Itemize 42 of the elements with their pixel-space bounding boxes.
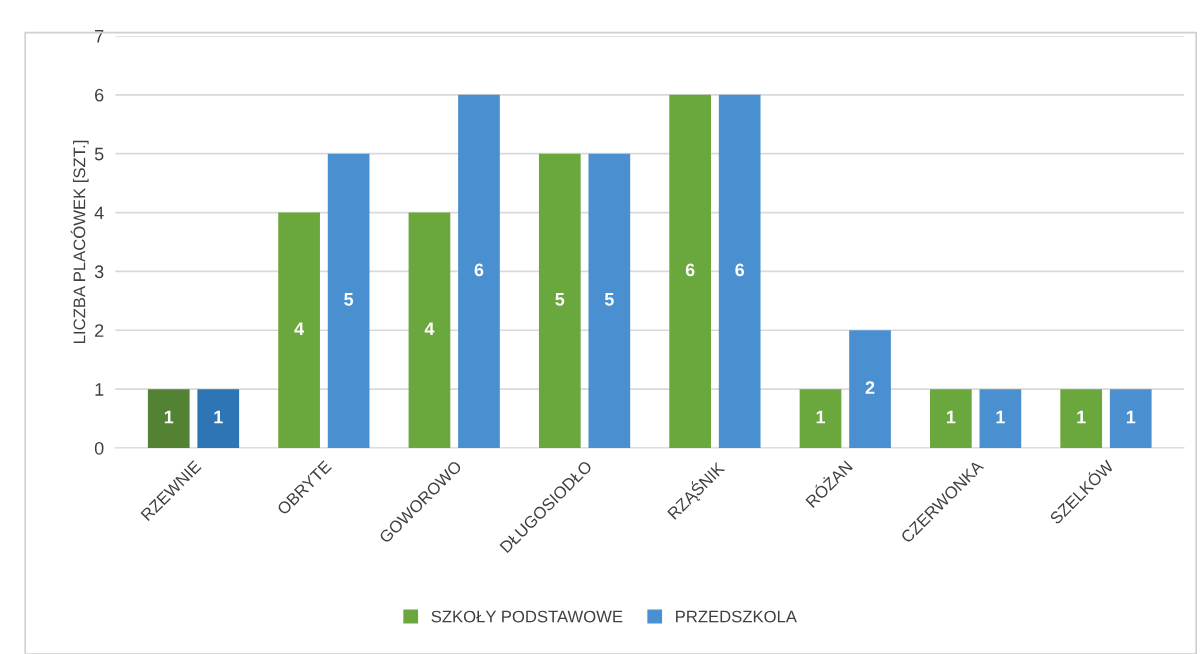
data-label: 6	[474, 263, 484, 277]
data-label: 5	[555, 293, 565, 306]
y-tick-label: 0	[94, 441, 104, 455]
data-label: 1	[1126, 410, 1136, 424]
y-tick-label: 5	[94, 147, 104, 161]
data-label: 5	[604, 293, 614, 306]
data-label: 1	[164, 410, 174, 424]
legend-label: PRZEDSZKOLA	[676, 610, 797, 623]
data-label: 1	[946, 410, 956, 424]
data-label: 1	[996, 410, 1005, 424]
y-tick-label: 6	[95, 88, 104, 102]
bar	[1109, 389, 1152, 448]
data-label: 1	[214, 410, 223, 424]
bar	[669, 94, 712, 448]
data-label: 1	[816, 410, 826, 424]
bar	[458, 94, 500, 448]
bar	[278, 212, 320, 448]
bar	[1060, 389, 1103, 448]
data-label: 4	[294, 322, 305, 335]
legend-label: SZKOŁY PODSTAWOWE	[431, 610, 623, 623]
bar	[588, 153, 631, 448]
y-axis-title: LICZBA PLACÓWEK [SZT.]	[70, 140, 89, 343]
y-tick-label: 4	[94, 206, 104, 220]
bar	[849, 330, 891, 448]
data-label: 4	[424, 322, 435, 335]
bar	[197, 389, 240, 448]
data-label: 6	[685, 263, 695, 277]
bar	[327, 153, 370, 448]
data-label: 2	[865, 381, 875, 394]
y-tick-label: 1	[95, 383, 104, 396]
bar	[979, 389, 1022, 448]
data-label: 1	[1077, 410, 1086, 424]
bar	[538, 153, 581, 448]
y-tick-label: 3	[94, 265, 104, 279]
y-tick-label: 2	[95, 324, 104, 337]
bar	[799, 389, 842, 448]
bar	[408, 212, 451, 448]
bar	[930, 389, 972, 448]
data-label: 5	[344, 293, 354, 306]
bar	[147, 389, 190, 448]
data-label: 6	[735, 263, 745, 277]
bar	[718, 94, 761, 448]
